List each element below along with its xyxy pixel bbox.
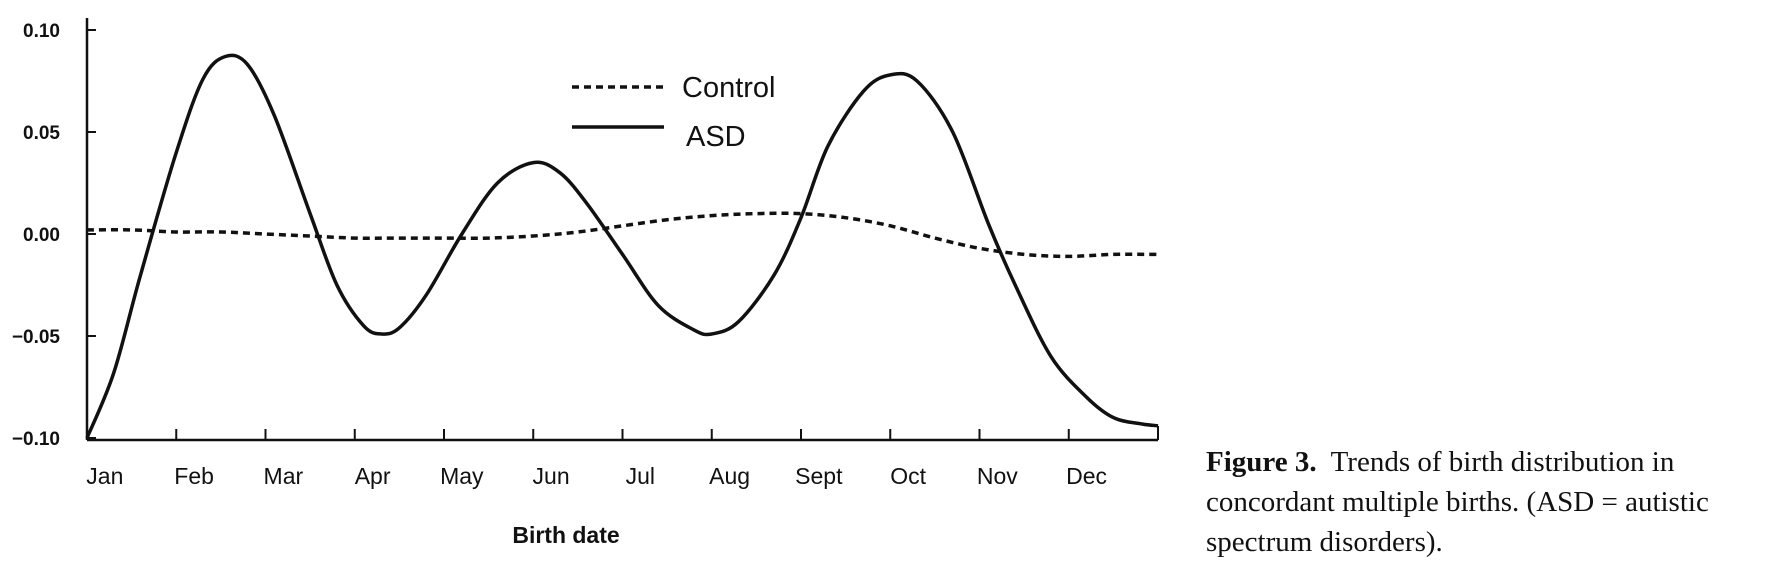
series-line-control	[86, 211, 1159, 259]
legend-asd-label: ASD	[686, 121, 746, 153]
legend-control-label: Control	[682, 72, 776, 104]
x-tick-label-feb: Feb	[174, 463, 214, 489]
x-ticks: Jan Feb Mar Apr May Jun Jul Aug Sept Oct Nov Dec	[86, 426, 1159, 489]
y-ticks: 0.10 0.05 0.00 −0.05 −0.10	[12, 21, 96, 450]
x-tick-label-nov: Nov	[977, 463, 1018, 489]
x-tick-label-dec: Dec	[1066, 463, 1107, 489]
x-tick-label-jun: Jun	[533, 463, 570, 489]
y-tick-label: 0.00	[23, 225, 60, 246]
y-tick-label: −0.05	[12, 327, 61, 348]
series-line-asd	[85, 53, 1159, 439]
caption-label: Figure 3.	[1206, 446, 1317, 478]
caption-line-1: Trends of birth distribution in	[1330, 446, 1675, 478]
y-tick-label: 0.05	[23, 123, 60, 144]
y-tick-label: −0.10	[12, 429, 60, 450]
chart-axes	[85, 18, 1158, 442]
y-tick-label: 0.10	[23, 21, 60, 42]
x-axis-title: Birth date	[512, 522, 619, 548]
birth-trend-chart: 0.10 0.05 0.00 −0.05 −0.10 Jan Feb Mar Apr May Ju…	[12, 18, 1159, 548]
legend: Control ASD	[572, 72, 776, 153]
x-tick-label-aug: Aug	[709, 463, 750, 489]
x-tick-label-sept: Sept	[795, 463, 843, 489]
figure-caption: Figure 3. Trends of birth distribution i…	[1206, 442, 1766, 562]
caption-line-3: spectrum disorders).	[1206, 526, 1443, 558]
x-tick-label-jan: Jan	[86, 463, 123, 489]
x-tick-label-apr: Apr	[355, 463, 391, 489]
caption-line-2: concordant multiple births. (ASD = autis…	[1206, 486, 1709, 518]
series-lines	[85, 53, 1159, 439]
x-tick-label-oct: Oct	[890, 463, 926, 489]
x-tick-label-jul: Jul	[626, 463, 655, 489]
x-tick-label-mar: Mar	[264, 463, 304, 489]
x-tick-label-may: May	[440, 463, 484, 489]
